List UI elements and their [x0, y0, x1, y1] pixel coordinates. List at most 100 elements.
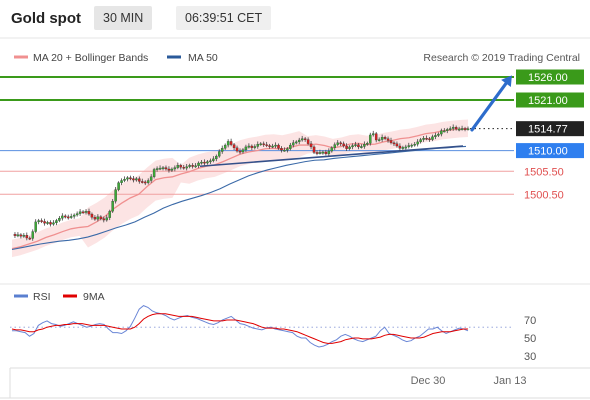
candle	[377, 139, 381, 141]
candle	[143, 181, 147, 184]
candle	[117, 182, 120, 190]
level-label-0: 1526.00	[528, 72, 568, 84]
candle	[440, 130, 443, 135]
candle	[78, 211, 82, 214]
level-label-4: 1500.50	[524, 189, 564, 201]
candle	[152, 169, 156, 177]
candle	[348, 146, 351, 149]
candle	[170, 168, 174, 171]
rsi-ma-line	[11, 313, 468, 344]
x-tick-jan13: Jan 13	[493, 375, 526, 387]
candle	[446, 129, 449, 131]
candle	[209, 160, 212, 163]
candle	[200, 161, 203, 164]
legend-ma50-label: MA 50	[188, 52, 218, 64]
candle	[191, 165, 194, 167]
candle	[389, 140, 393, 143]
candle	[457, 128, 461, 131]
candle	[146, 180, 150, 183]
candle	[244, 146, 248, 150]
level-label-1: 1521.00	[528, 95, 568, 107]
candle	[72, 214, 76, 217]
candle	[360, 146, 363, 148]
candle	[289, 144, 292, 149]
level-box-1	[516, 92, 584, 108]
candle	[351, 145, 354, 148]
candle	[238, 150, 242, 153]
candle	[262, 143, 265, 146]
candle	[19, 234, 23, 237]
candle	[422, 138, 425, 140]
x-tick-dec30: Dec 30	[411, 375, 446, 387]
candle	[43, 221, 46, 224]
timestamp-label: 06:39:51 CET	[176, 6, 272, 30]
candle	[431, 136, 434, 140]
candle	[22, 235, 26, 237]
timeframe-button[interactable]: 30 MIN	[94, 6, 153, 30]
candle	[463, 128, 467, 130]
arrow-head	[501, 75, 512, 87]
candle	[448, 128, 452, 130]
candle	[398, 145, 402, 149]
candle	[451, 126, 455, 129]
candle	[315, 152, 319, 154]
candle	[380, 137, 384, 140]
candle	[283, 149, 286, 152]
candle	[297, 139, 301, 143]
candle	[392, 142, 396, 145]
chart-header: Gold spot 30 MIN 06:39:51 CET	[0, 0, 590, 38]
candle	[383, 137, 387, 139]
candle	[413, 144, 416, 146]
candle	[247, 145, 251, 148]
rsi-tick-70: 70	[524, 315, 536, 327]
legend-ma20-label: MA 20 + Bollinger Bands	[33, 52, 148, 64]
legend-9ma-label: 9MA	[83, 291, 105, 303]
candle	[318, 152, 322, 154]
candle	[280, 148, 283, 151]
candle	[164, 167, 168, 170]
candle	[176, 165, 180, 168]
candle	[345, 145, 348, 149]
rsi-grid: 70 50 30	[10, 315, 536, 363]
legend-rsi-label: RSI	[33, 291, 51, 303]
candle	[395, 143, 399, 147]
candle	[333, 144, 337, 148]
candle	[126, 177, 129, 180]
current-price-label: 1514.77	[528, 124, 568, 136]
candle	[40, 220, 43, 222]
candle	[31, 231, 34, 239]
level-box-2	[516, 143, 584, 159]
copyright-text: Research © 2019 Trading Central	[423, 52, 580, 64]
candle	[250, 145, 254, 148]
candle	[37, 220, 40, 223]
candle	[309, 143, 313, 148]
candle	[108, 211, 111, 218]
candle	[229, 141, 233, 145]
candle	[87, 211, 91, 215]
candle	[354, 144, 357, 146]
candle	[454, 126, 458, 130]
candle	[226, 141, 230, 146]
candle	[185, 166, 188, 169]
candle	[16, 234, 20, 237]
candle	[425, 138, 428, 140]
candle	[69, 216, 73, 218]
level-label-3: 1505.50	[524, 166, 564, 178]
candle	[158, 167, 162, 170]
candle	[99, 216, 103, 219]
rsi-line	[12, 305, 469, 348]
candle	[96, 216, 100, 220]
candles	[13, 124, 470, 241]
candle	[197, 162, 200, 166]
candle	[13, 234, 17, 236]
candle	[407, 145, 411, 148]
current-price-box	[516, 121, 584, 137]
candle	[114, 189, 117, 202]
candle	[434, 135, 437, 137]
candle	[327, 150, 331, 154]
rsi-tick-30: 30	[524, 351, 536, 363]
candle	[401, 147, 405, 149]
candle	[49, 222, 52, 225]
candle	[330, 147, 334, 152]
